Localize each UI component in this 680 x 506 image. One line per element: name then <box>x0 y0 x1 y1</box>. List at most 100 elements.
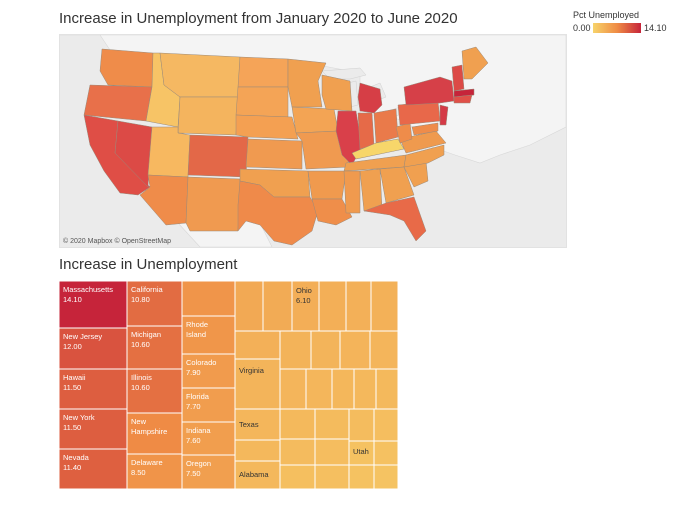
treemap-label-alabama: Alabama <box>239 470 269 479</box>
state-mississippi[interactable] <box>343 170 361 214</box>
treemap-label-new-jersey: New Jersey 12.00 <box>63 332 102 351</box>
state-iowa[interactable] <box>291 106 339 134</box>
state-washington[interactable] <box>99 48 154 88</box>
choropleth-map[interactable]: © 2020 Mapbox © OpenStreetMap <box>59 34 567 248</box>
treemap-label-new-york: New York 11.50 <box>63 413 95 432</box>
treemap-tile[interactable] <box>373 408 398 442</box>
treemap-tile[interactable] <box>305 368 333 410</box>
state-ohio[interactable] <box>373 108 399 144</box>
state-shapes[interactable] <box>83 46 489 246</box>
map-attribution: © 2020 Mapbox © OpenStreetMap <box>63 238 171 245</box>
treemap-label-delaware: Delaware 8.50 <box>131 458 163 477</box>
treemap-title: Increase in Unemployment <box>59 256 238 273</box>
treemap-label-massachusetts: Massachusetts 14.10 <box>63 285 113 304</box>
treemap-tile[interactable] <box>369 330 398 370</box>
state-nebraska[interactable] <box>235 114 299 140</box>
treemap-tile-virginia[interactable] <box>234 358 281 410</box>
treemap-tile[interactable] <box>314 464 350 489</box>
treemap-tile[interactable] <box>373 464 398 489</box>
treemap-chart[interactable]: Massachusetts 14.10 New Jersey 12.00 Hawaii 1… <box>59 281 398 489</box>
treemap-tile[interactable] <box>370 281 398 332</box>
treemap-tile[interactable] <box>348 464 375 489</box>
state-wisconsin[interactable] <box>321 74 353 112</box>
treemap-tile-oregon[interactable] <box>181 454 236 489</box>
treemap-label-new-hampshire: New Hampshire <box>131 417 167 436</box>
color-legend: Pct Unemployed 0.00 14.10 <box>573 10 673 36</box>
legend-max-label: 14.10 <box>644 23 667 33</box>
treemap-tile[interactable] <box>279 408 316 440</box>
state-kansas[interactable] <box>245 138 303 170</box>
state-indiana[interactable] <box>357 112 375 150</box>
treemap-tile[interactable] <box>339 330 371 370</box>
state-missouri[interactable] <box>295 130 351 170</box>
treemap-tile-new-york[interactable] <box>59 408 128 450</box>
treemap-tile[interactable] <box>318 281 347 332</box>
state-massachusetts[interactable] <box>453 88 475 98</box>
state-maryland[interactable] <box>411 122 439 136</box>
map-title: Increase in Unemployment from January 20… <box>59 10 458 27</box>
treemap-tile-illinois[interactable] <box>126 368 183 414</box>
treemap-tile-utah[interactable] <box>348 440 375 466</box>
treemap-tile-new-hampshire[interactable] <box>126 412 183 455</box>
treemap-label-nevada: Nevada 11.40 <box>63 453 90 472</box>
treemap-tile[interactable] <box>348 408 375 442</box>
state-florida[interactable] <box>363 196 427 242</box>
treemap-label-rhode-island: Rhode Island <box>186 320 208 339</box>
treemap-tile-florida[interactable] <box>181 387 236 423</box>
treemap-tile[interactable] <box>353 368 377 410</box>
state-wyoming[interactable] <box>177 96 239 136</box>
treemap-label-california: California 10.80 <box>131 285 164 304</box>
treemap-tile[interactable] <box>234 439 281 462</box>
state-colorado[interactable] <box>187 134 249 178</box>
state-south-dakota[interactable] <box>235 86 289 118</box>
treemap-label-illinois: Illinois 10.60 <box>131 373 152 392</box>
state-kentucky[interactable] <box>351 138 405 160</box>
treemap-tile[interactable] <box>262 281 293 332</box>
state-nevada[interactable] <box>114 120 153 188</box>
state-pennsylvania[interactable] <box>397 100 441 126</box>
state-texas[interactable] <box>237 180 319 246</box>
treemap-tile[interactable] <box>375 368 398 410</box>
legend-title: Pct Unemployed <box>573 10 640 20</box>
state-arkansas[interactable] <box>307 170 347 200</box>
treemap-label-ohio: Ohio 6.10 <box>296 286 312 305</box>
treemap-tile-texas[interactable] <box>234 408 281 441</box>
state-north-dakota[interactable] <box>237 56 289 88</box>
treemap-tile-alabama[interactable] <box>234 460 281 489</box>
treemap-tile[interactable] <box>279 330 312 370</box>
state-north-carolina[interactable] <box>403 144 445 168</box>
treemap-canvas[interactable]: Massachusetts 14.10 New Jersey 12.00 Hawaii 1… <box>59 281 398 489</box>
treemap-tile[interactable] <box>234 330 281 360</box>
treemap-tile[interactable] <box>310 330 341 370</box>
map-canvas[interactable] <box>60 35 566 247</box>
state-connecticut-ri[interactable] <box>453 94 473 104</box>
treemap-tile[interactable] <box>279 464 316 489</box>
state-louisiana[interactable] <box>311 198 353 226</box>
state-alabama[interactable] <box>359 168 383 212</box>
treemap-label-virginia: Virginia <box>239 366 265 375</box>
treemap-tile[interactable] <box>373 440 398 466</box>
treemap-tile[interactable] <box>314 408 350 440</box>
treemap-tile[interactable] <box>279 368 307 410</box>
treemap-tile[interactable] <box>234 281 264 332</box>
state-minnesota[interactable] <box>287 58 327 108</box>
state-georgia[interactable] <box>379 166 415 204</box>
state-new-jersey[interactable] <box>439 104 449 126</box>
treemap-tile[interactable] <box>181 281 236 317</box>
legend-color-ramp <box>593 23 641 33</box>
state-maine[interactable] <box>461 46 489 80</box>
treemap-tile-michigan[interactable] <box>126 325 183 370</box>
treemap-tile[interactable] <box>279 438 316 466</box>
treemap-tile[interactable] <box>345 281 372 332</box>
treemap-label-colorado: Colorado 7.90 <box>186 358 216 377</box>
treemap-tile[interactable] <box>314 438 350 466</box>
state-oregon[interactable] <box>83 84 153 122</box>
treemap-tile-ohio[interactable] <box>291 281 320 332</box>
state-montana[interactable] <box>159 52 241 98</box>
treemap-tile[interactable] <box>331 368 355 410</box>
state-utah[interactable] <box>147 126 191 178</box>
state-vermont-nh[interactable] <box>451 64 465 92</box>
treemap-label-michigan: Michigan 10.60 <box>131 330 161 349</box>
state-new-mexico[interactable] <box>185 176 241 232</box>
legend-min-label: 0.00 <box>573 23 591 33</box>
